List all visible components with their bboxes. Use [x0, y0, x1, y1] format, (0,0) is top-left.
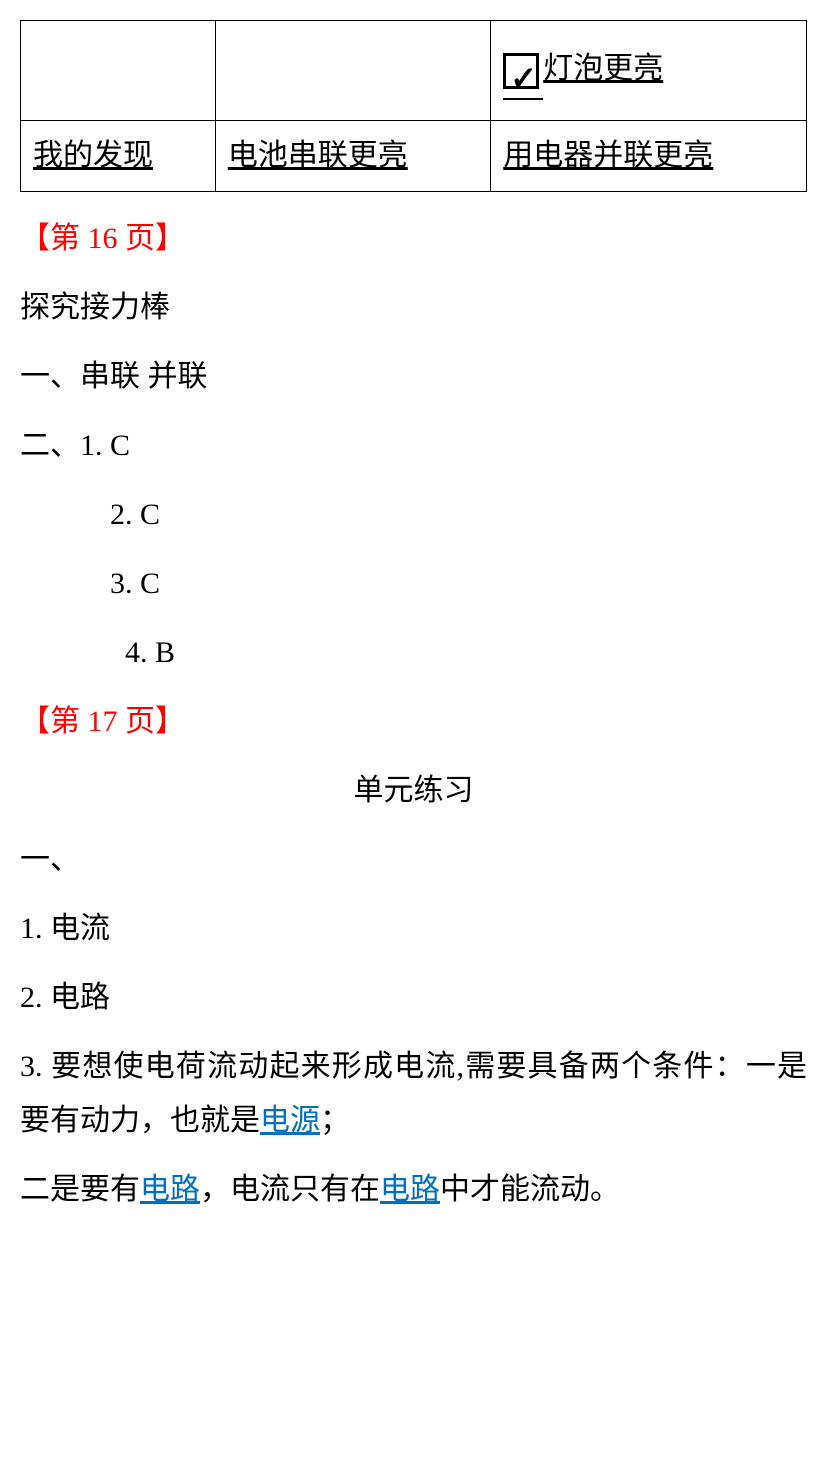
page17-item4: 二是要有电路，电流只有在电路中才能流动。 — [20, 1163, 807, 1217]
page17-item1: 1. 电流 — [20, 902, 807, 956]
item3-part2: ； — [320, 1104, 350, 1137]
item4-part2: ，电流只有在 — [200, 1173, 380, 1206]
table-cell-r2c3: 用电器并联更亮 — [491, 121, 807, 192]
page17-section1: 一、 — [20, 833, 807, 887]
table-cell-r1c2 — [215, 21, 490, 121]
page17-item2: 2. 电路 — [20, 971, 807, 1025]
page16-line3: 2. C — [20, 488, 807, 542]
page-17-marker: 【第 17 页】 — [20, 695, 807, 749]
table-cell-r2c2: 电池串联更亮 — [215, 121, 490, 192]
page16-title: 探究接力棒 — [20, 281, 807, 335]
item4-part1: 二是要有 — [20, 1173, 140, 1206]
table-cell-r2c1: 我的发现 — [21, 121, 216, 192]
page17-item3: 3. 要想使电荷流动起来形成电流,需要具备两个条件：一是要有动力，也就是电源； — [20, 1040, 807, 1148]
cell-r1c3-text: 灯泡更亮 — [543, 52, 663, 85]
page16-line2: 二、1. C — [20, 419, 807, 473]
item4-link-dianlu2: 电路 — [380, 1173, 440, 1206]
checkbox-checked-icon — [503, 53, 539, 89]
page16-line4: 3. C — [20, 557, 807, 611]
item3-part1: 3. 要想使电荷流动起来形成电流,需要具备两个条件：一是要有动力，也就是 — [20, 1050, 807, 1137]
comparison-table: 灯泡更亮 我的发现 电池串联更亮 用电器并联更亮 — [20, 20, 807, 192]
item3-link-dianyuan: 电源 — [260, 1104, 320, 1137]
item4-part3: 中才能流动。 — [440, 1173, 620, 1206]
page17-title: 单元练习 — [20, 764, 807, 818]
page16-line1: 一、串联 并联 — [20, 350, 807, 404]
page-16-marker: 【第 16 页】 — [20, 212, 807, 266]
table-cell-r1c3: 灯泡更亮 — [491, 21, 807, 121]
table-cell-r1c1 — [21, 21, 216, 121]
item4-link-dianlu1: 电路 — [140, 1173, 200, 1206]
page16-line5: 4. B — [20, 626, 807, 680]
